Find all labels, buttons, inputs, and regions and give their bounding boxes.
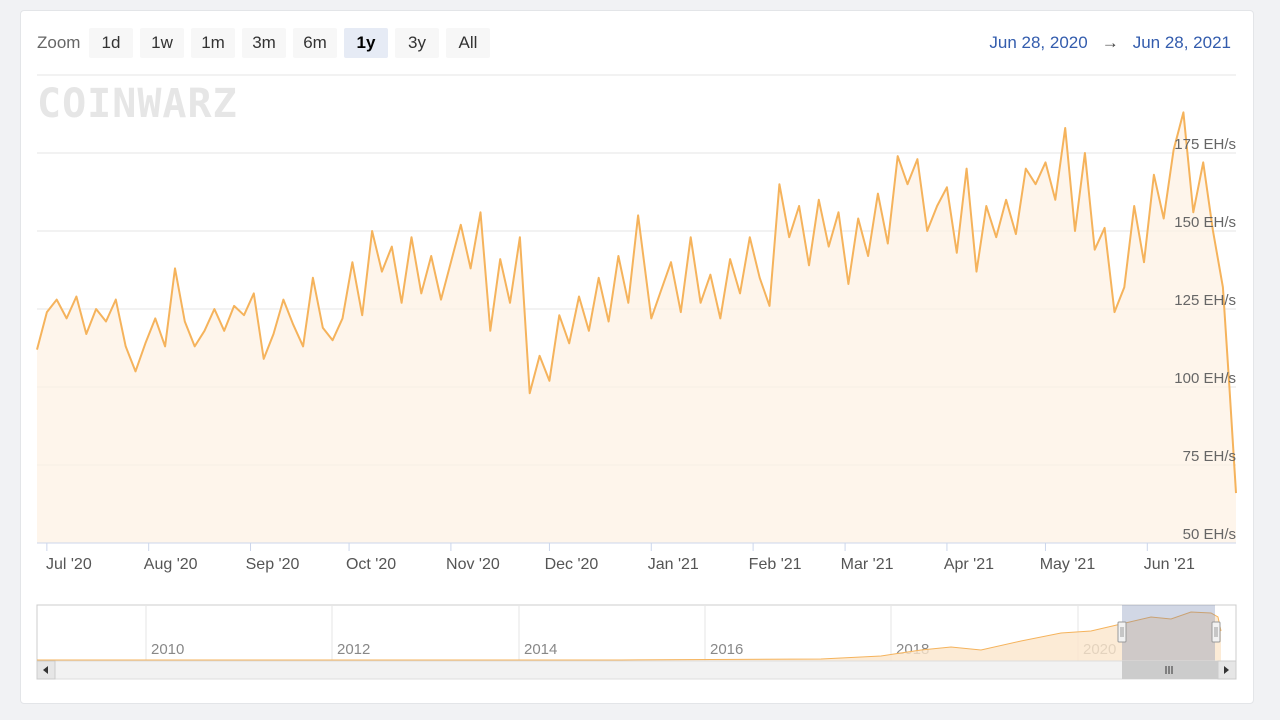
y-tick-label: 100 EH/s — [1174, 370, 1236, 387]
y-tick-label: 125 EH/s — [1174, 292, 1236, 309]
x-tick-label: Apr '21 — [944, 556, 994, 573]
x-tick-label: Sep '20 — [246, 556, 300, 573]
navigator-year-label: 2016 — [710, 641, 743, 658]
navigator-left-handle[interactable] — [1117, 621, 1127, 643]
navigator-right-handle[interactable] — [1211, 621, 1221, 643]
x-tick-label: Oct '20 — [346, 556, 396, 573]
navigator-selection[interactable] — [1122, 605, 1215, 661]
y-axis: 50 EH/s 75 EH/s 100 EH/s 125 EH/s 150 EH/s 17… — [1174, 136, 1236, 543]
navigator-area — [37, 612, 1221, 661]
navigator-year-label: 2014 — [524, 641, 557, 658]
range-arrow: → — [1101, 33, 1119, 52]
x-tick-label: Jan '21 — [648, 556, 699, 573]
zoom-button-group: 1d 1w 1m 3m 6m 1y 3y All — [89, 28, 490, 58]
navigator-line — [37, 611, 1222, 661]
chart-panel: Zoom 1d 1w 1m 3m 6m 1y 3y All Jun 28, 20… — [20, 10, 1254, 704]
x-tick-label: Feb '21 — [749, 556, 802, 573]
x-axis: Jul '20 Aug '20 Sep '20 Oct '20 Nov '20 Dec '… — [46, 543, 1195, 573]
x-tick-label: Jul '20 — [46, 556, 92, 573]
zoom-button-1w[interactable]: 1w — [140, 28, 184, 58]
chart-svg: COINWARZ 50 EH/s 75 EH/s 100 EH/s 125 EH/s 1… — [36, 74, 1237, 680]
zoom-button-1y[interactable]: 1y — [344, 28, 388, 58]
zoom-button-1d[interactable]: 1d — [89, 28, 133, 58]
scrollbar-thumb[interactable] — [1122, 661, 1218, 679]
x-tick-label: May '21 — [1040, 556, 1096, 573]
zoom-button-6m[interactable]: 6m — [293, 28, 337, 58]
range-from-input[interactable]: Jun 28, 2020 — [989, 33, 1088, 52]
y-tick-label: 50 EH/s — [1183, 526, 1236, 543]
y-tick-label: 175 EH/s — [1174, 136, 1236, 153]
range-to-input[interactable]: Jun 28, 2021 — [1132, 33, 1231, 52]
scrollbar[interactable] — [36, 660, 1237, 680]
x-tick-label: Aug '20 — [144, 556, 198, 573]
date-range: Jun 28, 2020 → Jun 28, 2021 — [989, 33, 1231, 53]
zoom-button-3m[interactable]: 3m — [242, 28, 286, 58]
zoom-button-all[interactable]: All — [446, 28, 490, 58]
x-tick-label: Mar '21 — [841, 556, 894, 573]
zoom-button-1m[interactable]: 1m — [191, 28, 235, 58]
x-tick-label: Jun '21 — [1144, 556, 1195, 573]
x-tick-label: Dec '20 — [545, 556, 599, 573]
y-tick-label: 75 EH/s — [1183, 448, 1236, 465]
navigator-year-label: 2012 — [337, 641, 370, 658]
scrollbar-track[interactable] — [36, 660, 1237, 680]
series-area — [37, 112, 1236, 544]
watermark-logo: COINWARZ — [37, 81, 238, 127]
navigator[interactable]: 201020122014201620182020 — [36, 604, 1237, 662]
series-line — [36, 111, 1237, 494]
navigator-year-label: 2010 — [151, 641, 184, 658]
zoom-button-3y[interactable]: 3y — [395, 28, 439, 58]
arrow-left-icon — [43, 666, 48, 674]
y-tick-label: 150 EH/s — [1174, 214, 1236, 231]
zoom-label: Zoom — [37, 33, 81, 52]
x-tick-label: Nov '20 — [446, 556, 500, 573]
arrow-right-icon — [1224, 666, 1229, 674]
